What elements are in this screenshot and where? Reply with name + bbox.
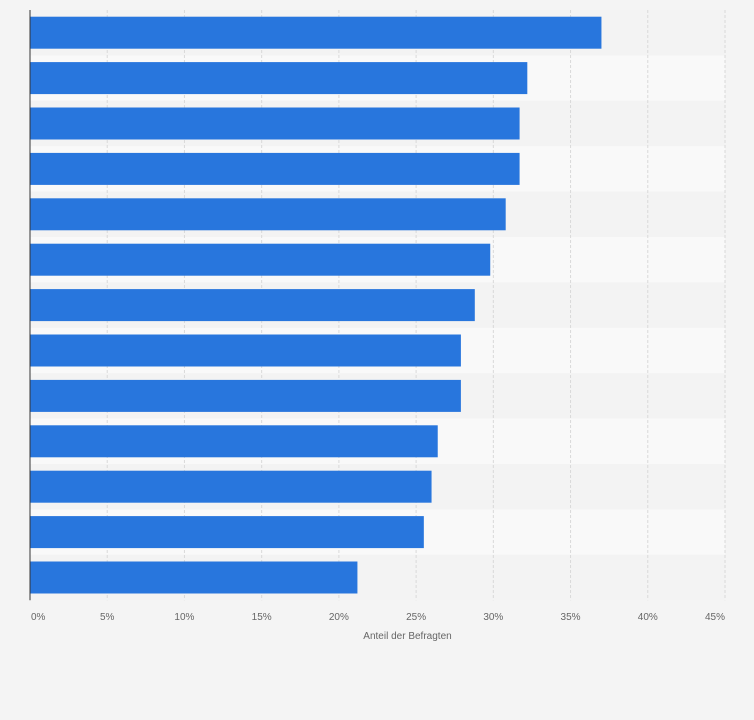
bars xyxy=(30,16,602,594)
x-tick-label: 40% xyxy=(638,612,658,623)
bar[interactable] xyxy=(30,243,491,276)
bar[interactable] xyxy=(30,379,461,412)
bar[interactable] xyxy=(30,198,506,231)
bar[interactable] xyxy=(30,289,475,322)
bar[interactable] xyxy=(30,470,432,503)
x-tick-label: 45% xyxy=(705,612,725,623)
bar[interactable] xyxy=(30,425,438,458)
x-tick-label: 35% xyxy=(561,612,581,623)
x-axis-title: Anteil der Befragten xyxy=(363,631,451,642)
x-tick-label: 5% xyxy=(100,612,115,623)
bar[interactable] xyxy=(30,107,520,140)
x-tick-label: 30% xyxy=(483,612,503,623)
x-tick-label: 20% xyxy=(329,612,349,623)
x-tick-labels: 0% 5% 10% 15% 20% 25% 30% 35% 40% 45% xyxy=(31,612,725,623)
bar[interactable] xyxy=(30,62,528,95)
x-tick-label: 15% xyxy=(252,612,272,623)
bar[interactable] xyxy=(30,16,602,49)
bar[interactable] xyxy=(30,561,358,594)
bar[interactable] xyxy=(30,516,424,549)
bar[interactable] xyxy=(30,334,461,367)
x-tick-label: 10% xyxy=(174,612,194,623)
x-tick-label: 0% xyxy=(31,612,46,623)
bar[interactable] xyxy=(30,152,520,185)
x-tick-label: 25% xyxy=(406,612,426,623)
